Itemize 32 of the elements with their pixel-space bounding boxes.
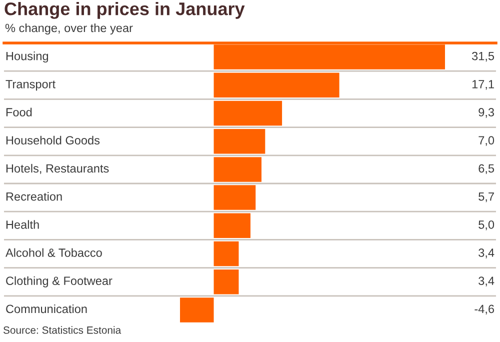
- data-label: 7,0: [478, 136, 494, 146]
- bar: [214, 72, 340, 98]
- data-label: -4,6: [474, 304, 494, 315]
- y-tick-label: Hotels, Restaurants: [6, 164, 109, 174]
- y-tick-label: Recreation: [6, 192, 62, 201]
- data-label: 3,4: [478, 276, 494, 286]
- bar: [214, 269, 239, 294]
- y-tick-label: Clothing & Footwear: [6, 276, 112, 288]
- chart-title: Change in prices in January: [4, 2, 245, 19]
- source-note: Source: Statistics Estonia: [3, 326, 122, 334]
- bar: [214, 100, 282, 126]
- y-tick-label: Communication: [6, 304, 87, 314]
- bar: [214, 213, 250, 238]
- data-label: 9,3: [478, 108, 494, 118]
- data-label: 6,5: [478, 164, 494, 174]
- y-tick-label: Housing: [6, 52, 48, 63]
- y-tick-label: Health: [6, 220, 39, 229]
- bar: [214, 241, 239, 266]
- y-tick-label: Household Goods: [6, 136, 100, 145]
- data-label: 3,4: [478, 248, 494, 258]
- bar: [214, 185, 256, 210]
- bar: [214, 128, 266, 154]
- y-tick-label: Food: [6, 108, 32, 116]
- bar: [180, 298, 214, 322]
- data-label: 5,7: [478, 192, 494, 202]
- data-label: 31,5: [472, 52, 494, 62]
- data-label: 5,0: [478, 220, 494, 230]
- y-tick-label: Alcohol & Tobacco: [6, 248, 102, 257]
- data-label: 17,1: [472, 80, 494, 90]
- text: % change, over the year: [5, 24, 133, 34]
- bar: [214, 157, 262, 182]
- y-tick-label: Transport: [6, 80, 56, 91]
